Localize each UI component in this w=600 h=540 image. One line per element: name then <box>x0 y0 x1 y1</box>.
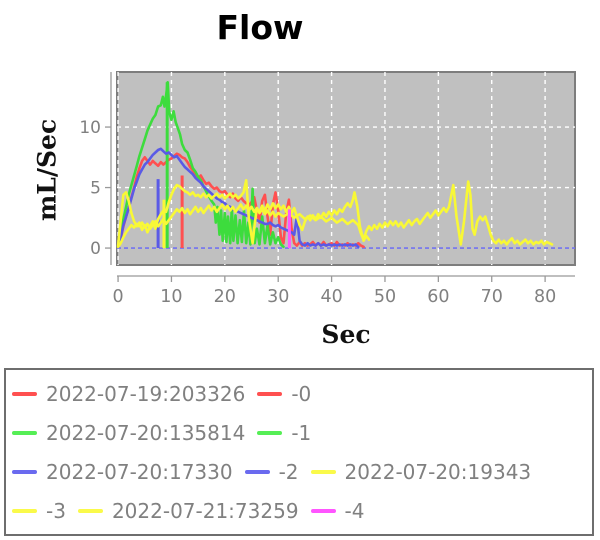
chart-title: Flow <box>216 8 304 47</box>
legend-item: -4 <box>310 498 365 523</box>
legend-label: -4 <box>344 498 365 523</box>
x-tick-label: 0 <box>112 287 123 307</box>
legend-label: -2 <box>278 459 299 484</box>
legend-swatch <box>257 391 283 396</box>
legend-label: 2022-07-19:203326 <box>46 381 246 406</box>
y-tick-label: 0 <box>90 239 101 259</box>
y-tick-label: 5 <box>90 179 101 199</box>
legend-label: 2022-07-21:73259 <box>111 498 299 523</box>
legend-swatch <box>12 430 37 435</box>
x-axis-label: Sec <box>321 320 371 349</box>
legend-swatch <box>310 469 336 474</box>
legend-item: 2022-07-20:19343 <box>310 459 532 484</box>
legend-item: 2022-07-20:17330 <box>12 460 233 484</box>
legend-swatch <box>12 391 37 396</box>
x-tick-label: 70 <box>481 287 503 307</box>
x-tick-label: 30 <box>267 287 289 307</box>
legend-swatch <box>244 469 270 474</box>
legend-label: 2022-07-20:135814 <box>46 420 246 445</box>
flow-chart-plot: 0 5 10 0 10 20 30 40 50 60 70 80 <box>79 71 576 307</box>
legend-row: 2022-07-20:135814 -1 <box>12 421 586 445</box>
legend-swatch <box>77 508 103 513</box>
legend-swatch <box>257 430 283 435</box>
legend-swatch <box>12 469 37 474</box>
series-line <box>116 147 360 249</box>
legend-label: -3 <box>46 498 66 523</box>
legend-label: 2022-07-20:17330 <box>46 459 233 484</box>
legend-row: 2022-07-20:17330 -2 2022-07-20:19343 <box>12 460 586 484</box>
y-axis-label: mL/Sec <box>32 118 62 222</box>
legend-item: -3 <box>12 499 66 523</box>
series-line <box>116 179 371 247</box>
x-tick-label: 60 <box>427 287 449 307</box>
series-line <box>116 180 554 249</box>
legend-row: 2022-07-19:203326 -0 <box>12 382 586 406</box>
legend-item: -1 <box>257 421 311 445</box>
legend-label: -0 <box>291 381 312 406</box>
legend-row: -3 2022-07-21:73259 -4 <box>12 499 586 523</box>
legend-swatch <box>310 508 336 513</box>
x-tick-label: 80 <box>534 287 556 307</box>
y-tick-label: 10 <box>79 118 101 138</box>
x-tick-label: 50 <box>374 287 396 307</box>
legend-item: 2022-07-21:73259 <box>77 498 299 523</box>
legend-item: -0 <box>257 382 311 406</box>
x-tick-label: 20 <box>214 287 236 307</box>
legend-label: 2022-07-20:19343 <box>344 459 532 484</box>
legend: 2022-07-19:203326 -0 2022-07-20:135814 -1 20… <box>4 368 594 536</box>
legend-item: -2 <box>244 459 299 484</box>
legend-label: -1 <box>291 420 312 445</box>
legend-item: 2022-07-20:135814 <box>12 421 245 445</box>
x-tick-label: 40 <box>320 287 342 307</box>
x-tick-label: 10 <box>160 287 182 307</box>
legend-swatch <box>12 508 37 513</box>
legend-item: 2022-07-19:203326 <box>12 382 245 406</box>
